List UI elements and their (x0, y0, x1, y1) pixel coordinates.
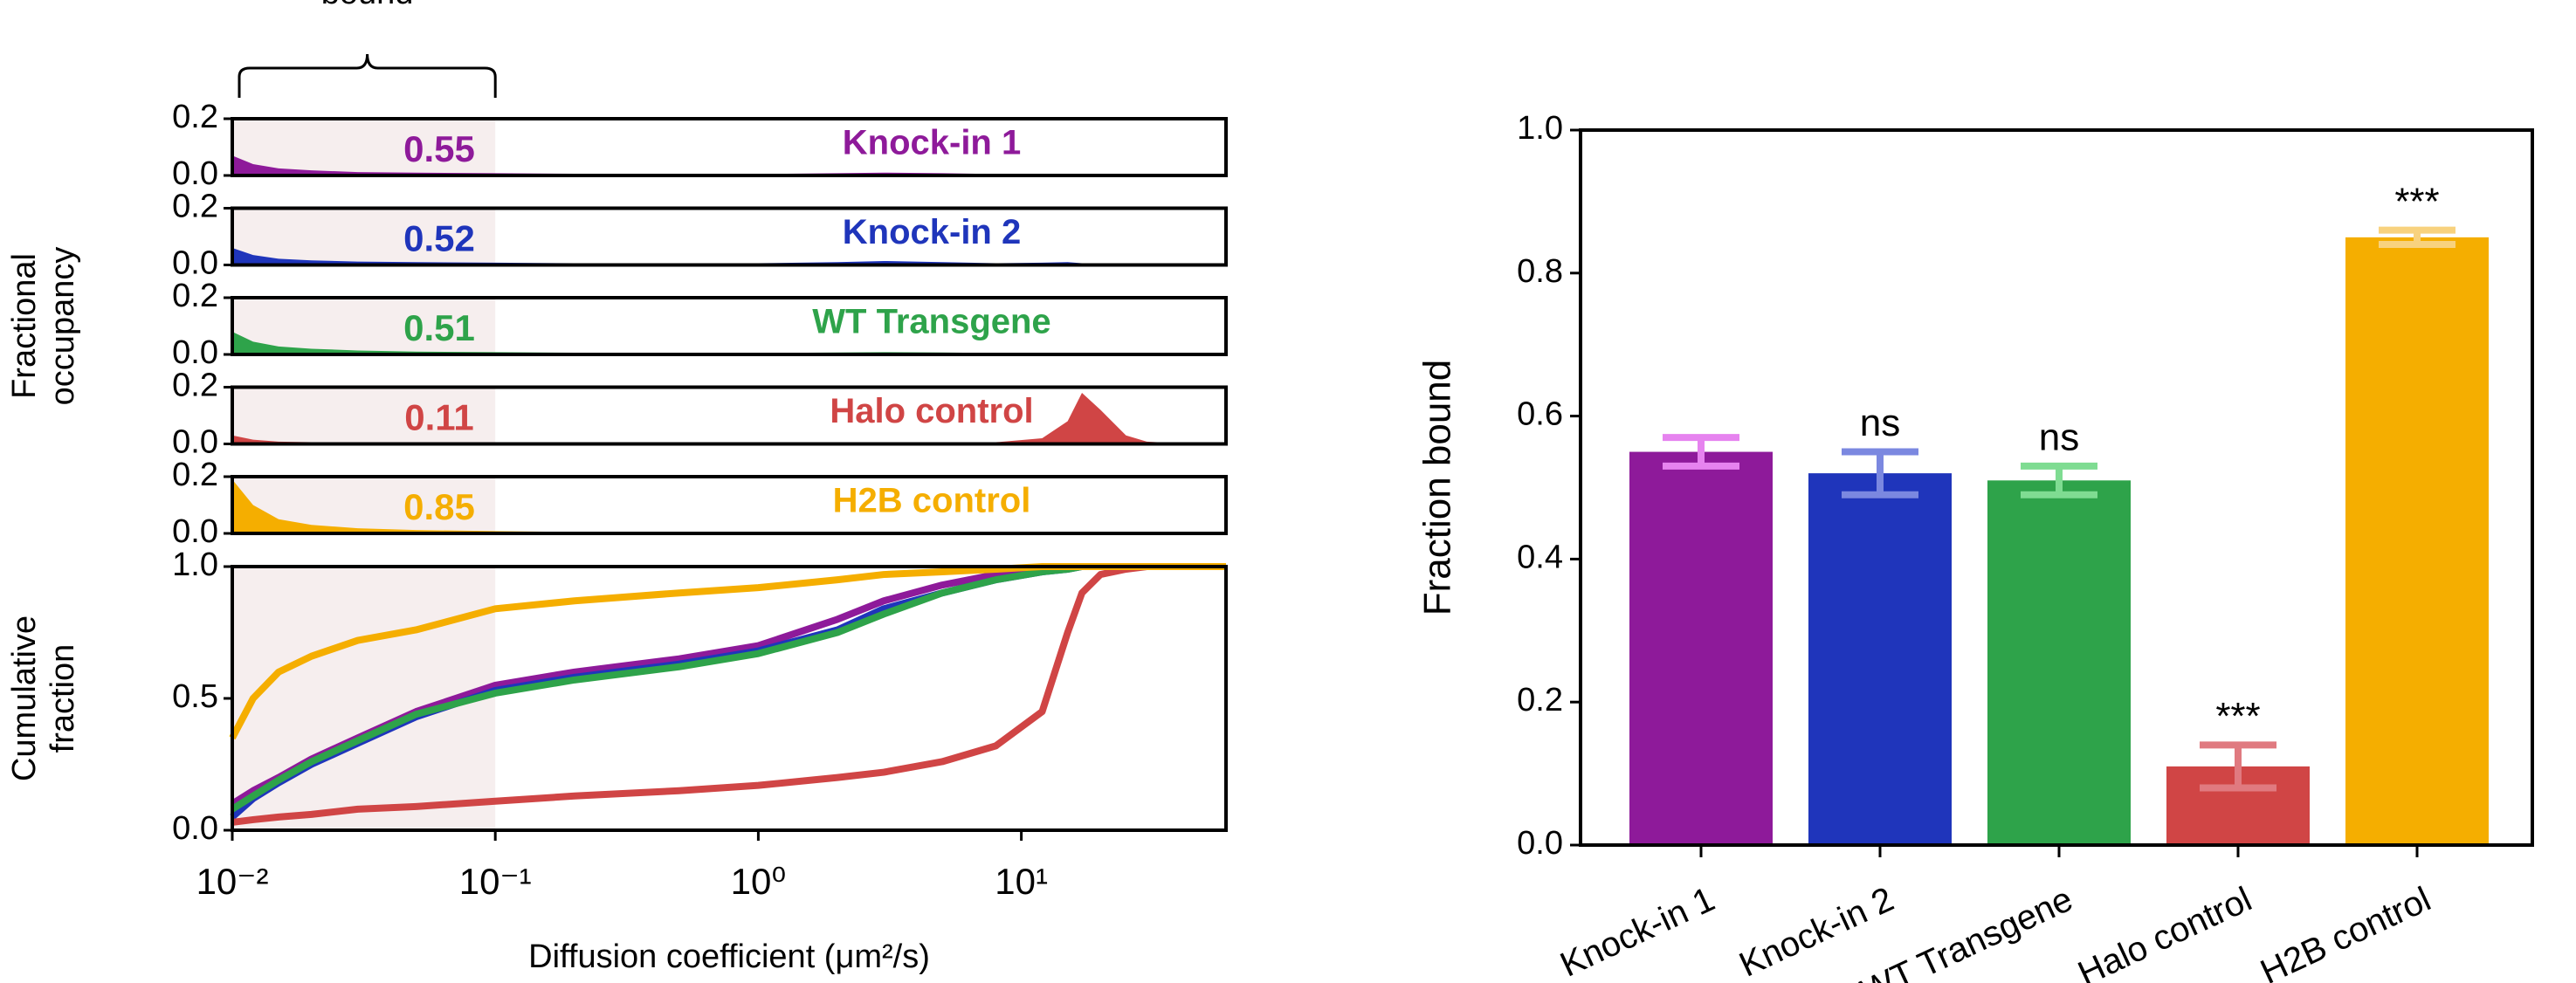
fraction-label: 0.52 (403, 218, 475, 259)
y-tick-label: 0.8 (1517, 253, 1563, 290)
y-tick-label: 0.0 (172, 810, 218, 847)
y-axis-label-line: Fractional (6, 253, 43, 399)
x-tick-label: H2B control (2255, 880, 2436, 983)
y-tick-label: 0.5 (172, 678, 218, 715)
series-label: Knock-in 2 (843, 213, 1021, 251)
bar (2345, 237, 2489, 846)
y-tick-label: 0.2 (172, 457, 218, 493)
cumulative-line (231, 563, 1226, 826)
y-tick-label: 1.0 (1517, 110, 1563, 147)
bracket-label: bound (321, 0, 414, 11)
x-tick-label: 10⁻² (196, 861, 269, 902)
y-tick-label: 0.0 (172, 424, 218, 461)
bar (1808, 473, 1952, 845)
bound-shade (232, 387, 496, 444)
significance-label: *** (2394, 180, 2439, 223)
panel-frame (231, 296, 1228, 356)
fraction-label: 0.11 (404, 397, 473, 438)
fraction-label: 0.51 (403, 307, 475, 348)
bracket (238, 53, 497, 98)
y-tick-label: 0.2 (1517, 682, 1563, 718)
x-tick-label: Halo control (2072, 880, 2257, 983)
y-tick-label: 0.0 (1517, 825, 1563, 862)
significance-label: *** (2215, 695, 2260, 738)
y-tick-label: 0.0 (172, 245, 218, 282)
error-bar (2021, 462, 2097, 498)
y-tick-label: 0.4 (1517, 539, 1563, 575)
y-tick-label: 0.0 (172, 155, 218, 192)
bound-shade (232, 208, 496, 265)
series-label: Knock-in 1 (843, 124, 1021, 162)
panel-frame (231, 385, 1228, 446)
bound-shade (232, 119, 496, 175)
significance-label: ns (2039, 416, 2079, 459)
bar (1987, 480, 2131, 845)
series-label: WT Transgene (812, 303, 1050, 341)
x-axis-label: Diffusion coefficient (μm²/s) (528, 938, 930, 975)
series-label: H2B control (833, 482, 1031, 520)
x-tick-label: Knock-in 1 (1554, 880, 1720, 983)
x-tick-label: 10⁻¹ (459, 861, 532, 902)
y-tick-label: 1.0 (172, 546, 218, 583)
y-tick-label: 0.2 (172, 189, 218, 225)
y-axis-label: Cumulative fraction (6, 615, 81, 781)
error-bar (2200, 741, 2276, 792)
y-axis-label-line: occupancy (45, 247, 81, 406)
panel-frame (231, 117, 1228, 177)
occupancy-area (232, 393, 1226, 444)
panel-frame (231, 206, 1228, 267)
x-tick-label: 10¹ (995, 861, 1048, 902)
occupancy-area (232, 332, 1226, 354)
error-bar (2379, 226, 2455, 249)
y-axis-label-line: Cumulative (6, 615, 43, 781)
y-tick-label: 0.0 (172, 513, 218, 550)
y-tick-label: 0.2 (172, 99, 218, 135)
series-label: Halo control (830, 392, 1033, 430)
plot-frame (1579, 128, 2534, 847)
fraction-label: 0.55 (403, 128, 475, 169)
error-bar (1663, 434, 1739, 470)
occupancy-area (232, 479, 1226, 533)
y-tick-label: 0.0 (172, 334, 218, 371)
y-axis-label-line: fraction (45, 644, 81, 753)
y-tick-label: 0.2 (172, 368, 218, 404)
error-bar (1842, 448, 1918, 498)
y-axis-label: Fractional occupancy (6, 247, 81, 406)
panel-frame (231, 475, 1228, 535)
y-axis-label: Fraction bound (1416, 360, 1459, 616)
fraction-label: 0.85 (403, 486, 475, 527)
y-tick-label: 0.2 (172, 278, 218, 314)
y-tick-label: 0.6 (1517, 396, 1563, 433)
significance-label: ns (1860, 402, 1900, 444)
bound-shade (232, 298, 496, 354)
bar (1629, 451, 1773, 845)
x-tick-label: 10⁰ (731, 861, 787, 902)
occupancy-area (232, 155, 1226, 175)
